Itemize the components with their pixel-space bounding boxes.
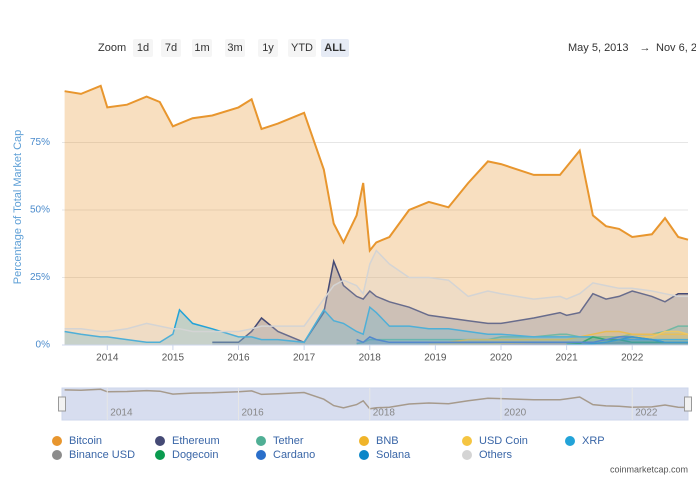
- y-axis-title: Percentage of Total Market Cap: [12, 130, 24, 285]
- zoom-button[interactable]: ALL: [321, 39, 349, 57]
- series-line: [64, 249, 688, 333]
- zoom-button-bg[interactable]: [192, 39, 212, 57]
- zoom-button[interactable]: 7d: [161, 39, 181, 57]
- legend-marker[interactable]: [359, 450, 369, 460]
- range-to: Nov 6, 2022: [656, 42, 696, 54]
- credit: coinmarketcap.com: [610, 464, 688, 474]
- legend-item[interactable]: USD Coin: [462, 435, 528, 447]
- zoom-button[interactable]: 1d: [133, 39, 153, 57]
- legend-item[interactable]: XRP: [565, 435, 605, 447]
- navigator-handle[interactable]: [58, 396, 66, 412]
- y-tick-label: 0%: [36, 340, 51, 351]
- legend-label[interactable]: Tether: [273, 435, 304, 447]
- x-tick-label: 2020: [490, 353, 513, 364]
- zoom-button-label[interactable]: 1y: [262, 42, 274, 54]
- navigator-tick-label: 2018: [373, 408, 396, 419]
- legend-marker[interactable]: [155, 450, 165, 460]
- series-area: [428, 331, 688, 345]
- legend-item[interactable]: Bitcoin: [52, 435, 102, 447]
- x-tick-label: 2022: [621, 353, 644, 364]
- zoom-button-bg[interactable]: [225, 39, 245, 57]
- navigator-line: [64, 388, 689, 410]
- zoom-button-bg[interactable]: [321, 39, 349, 57]
- zoom-button-label[interactable]: 3m: [227, 42, 242, 54]
- y-tick-label: 75%: [30, 137, 50, 148]
- zoom-button[interactable]: YTD: [288, 39, 316, 57]
- zoom-button-label[interactable]: 7d: [165, 42, 177, 54]
- zoom-label: Zoom: [98, 42, 126, 54]
- legend-item[interactable]: Dogecoin: [155, 449, 218, 461]
- legend-label[interactable]: Bitcoin: [69, 435, 102, 447]
- legend-label[interactable]: Others: [479, 449, 513, 461]
- series-area: [64, 307, 689, 345]
- range-arrow: →: [640, 42, 651, 54]
- series-line: [566, 336, 688, 346]
- legend-item[interactable]: Binance USD: [52, 449, 135, 461]
- zoom-button-bg[interactable]: [258, 39, 278, 57]
- zoom-button-bg[interactable]: [288, 39, 316, 57]
- legend-label[interactable]: Ethereum: [172, 435, 220, 447]
- navigator-tick-label: 2022: [635, 408, 658, 419]
- zoom-button[interactable]: 1y: [258, 39, 278, 57]
- y-tick-label: 25%: [30, 272, 50, 283]
- legend-item[interactable]: Solana: [359, 449, 411, 461]
- legend-label[interactable]: XRP: [582, 435, 605, 447]
- legend-marker[interactable]: [155, 436, 165, 446]
- zoom-button-label[interactable]: 1d: [137, 42, 149, 54]
- legend-item[interactable]: Others: [462, 449, 513, 461]
- legend-marker[interactable]: [52, 450, 62, 460]
- navigator-tick-label: 2016: [242, 408, 265, 419]
- legend-marker[interactable]: [462, 436, 472, 446]
- x-tick-label: 2017: [293, 353, 316, 364]
- series-line: [64, 84, 689, 254]
- x-tick-label: 2015: [162, 353, 185, 364]
- x-tick-label: 2016: [227, 353, 250, 364]
- series-area: [566, 336, 688, 345]
- legend-label[interactable]: Binance USD: [69, 449, 135, 461]
- legend-label[interactable]: Solana: [376, 449, 411, 461]
- x-tick-label: 2018: [359, 353, 382, 364]
- zoom-button-label[interactable]: YTD: [291, 42, 313, 54]
- zoom-button[interactable]: 3m: [225, 39, 245, 57]
- legend-marker[interactable]: [359, 436, 369, 446]
- range-from: May 5, 2013: [568, 42, 629, 54]
- legend-label[interactable]: BNB: [376, 435, 399, 447]
- series-area: [212, 261, 689, 345]
- legend-marker[interactable]: [462, 450, 472, 460]
- legend-marker[interactable]: [565, 436, 575, 446]
- legend-item[interactable]: Tether: [256, 435, 304, 447]
- navigator-tick-label: 2020: [504, 408, 527, 419]
- x-tick-label: 2021: [555, 353, 578, 364]
- navigator-handle[interactable]: [684, 396, 692, 412]
- y-tick-label: 50%: [30, 205, 50, 216]
- legend-label[interactable]: Dogecoin: [172, 449, 218, 461]
- legend-item[interactable]: Ethereum: [155, 435, 220, 447]
- zoom-button[interactable]: 1m: [192, 39, 212, 57]
- legend-label[interactable]: USD Coin: [479, 435, 528, 447]
- legend-label[interactable]: Cardano: [273, 449, 315, 461]
- zoom-button-label[interactable]: ALL: [324, 42, 346, 54]
- navigator-tick-label: 2014: [110, 408, 133, 419]
- series-area: [64, 250, 689, 345]
- legend-item[interactable]: Cardano: [256, 449, 315, 461]
- x-tick-label: 2014: [96, 353, 119, 364]
- legend-marker[interactable]: [52, 436, 62, 446]
- zoom-button-bg[interactable]: [133, 39, 153, 57]
- x-tick-label: 2019: [424, 353, 447, 364]
- series-area: [64, 85, 689, 346]
- legend-item[interactable]: BNB: [359, 435, 399, 447]
- legend-marker[interactable]: [256, 436, 266, 446]
- zoom-button-bg[interactable]: [161, 39, 181, 57]
- zoom-button-label[interactable]: 1m: [194, 42, 209, 54]
- legend-marker[interactable]: [256, 450, 266, 460]
